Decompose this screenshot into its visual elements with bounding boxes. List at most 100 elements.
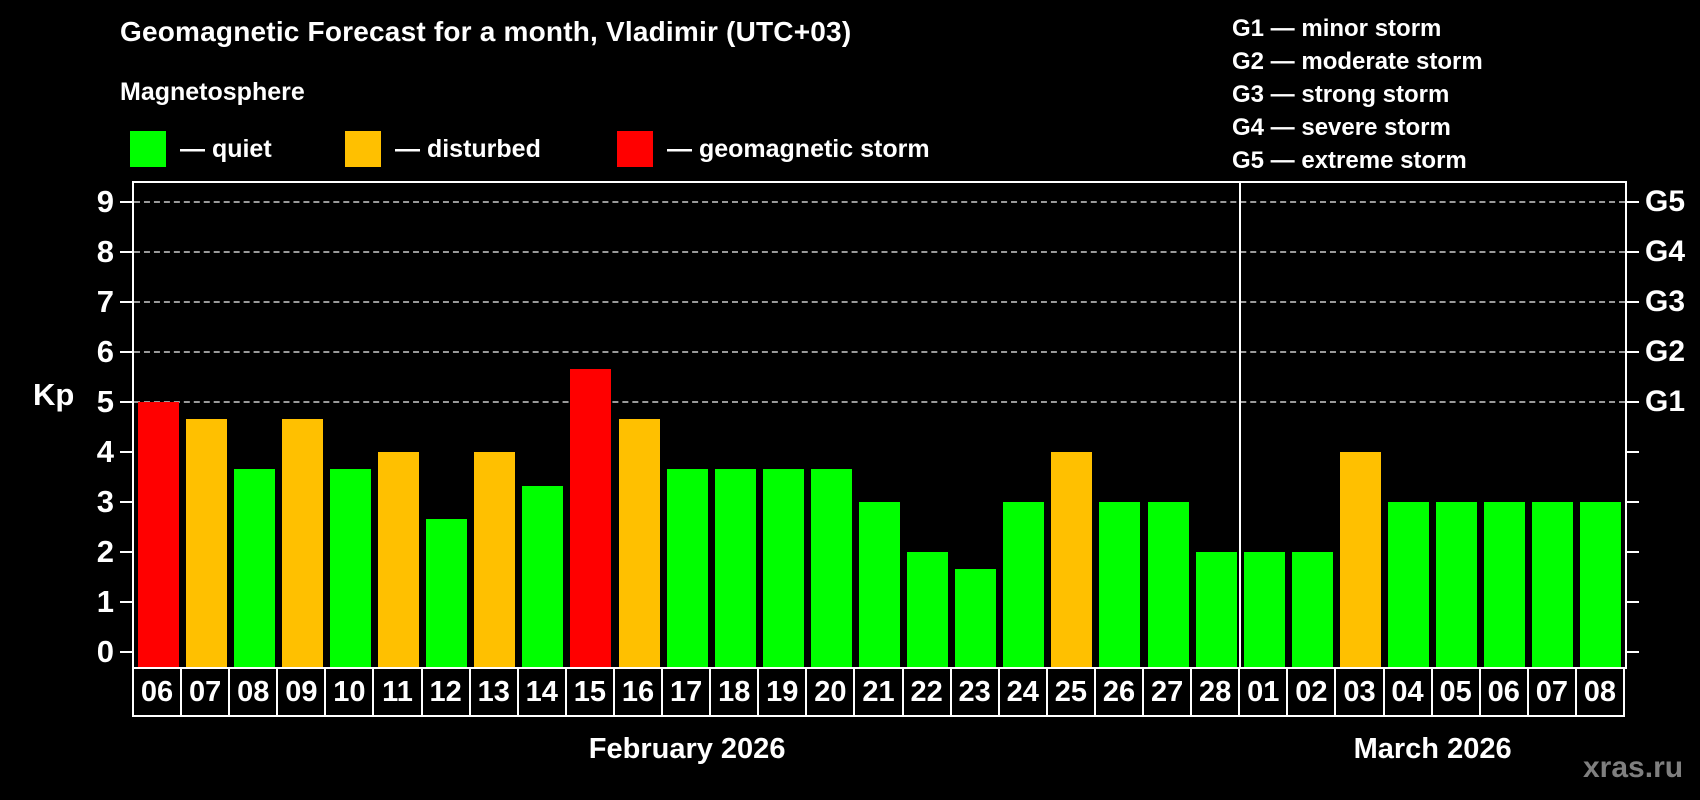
kp-bar-26 <box>1099 502 1141 667</box>
y-tick-label-6: 6 <box>96 334 114 369</box>
kp-bar-20 <box>810 468 852 667</box>
kp-bar-25 <box>1051 452 1093 667</box>
left-tick-8 <box>120 251 132 253</box>
left-tick-7 <box>120 301 132 303</box>
y-tick-label-3: 3 <box>96 484 114 519</box>
day-cell-10: 10 <box>324 667 375 717</box>
day-cell-16: 16 <box>612 667 664 717</box>
day-cell-28: 28 <box>1190 667 1241 717</box>
kp-bar-05 <box>1436 502 1478 667</box>
day-cell-13: 13 <box>468 667 519 717</box>
kp-bar-27 <box>1147 502 1189 667</box>
left-tick-9 <box>120 201 132 203</box>
kp-bar-19 <box>762 468 804 667</box>
kp-bar-02 <box>1291 552 1333 667</box>
legend-item-label: — quiet <box>180 135 272 163</box>
day-cell-11: 11 <box>372 667 423 717</box>
gridline-kp-5 <box>134 401 1625 403</box>
left-tick-3 <box>120 501 132 503</box>
day-cell-08: 08 <box>1574 667 1625 717</box>
month-label-1: March 2026 <box>1353 733 1512 765</box>
left-tick-5 <box>120 401 132 403</box>
gridline-kp-6 <box>134 351 1625 353</box>
day-cell-12: 12 <box>420 667 471 717</box>
kp-bar-14 <box>522 485 564 667</box>
y-tick-label-7: 7 <box>96 284 114 319</box>
kp-bar-28 <box>1195 552 1237 667</box>
kp-bar-22 <box>907 552 949 667</box>
kp-bar-06 <box>1484 502 1526 667</box>
kp-bar-06 <box>137 402 179 667</box>
right-axis-label-g2: G2 <box>1645 335 1686 368</box>
kp-bar-23 <box>955 568 997 667</box>
right-tick-9 <box>1627 201 1639 203</box>
quiet-color-swatch <box>130 131 166 167</box>
gridline-kp-8 <box>134 251 1625 253</box>
storm-scale-line-g1: G1 — minor storm <box>1232 15 1442 42</box>
storm-scale-legend: G1 — minor storm G2 — moderate storm G3 … <box>1232 12 1483 177</box>
day-cell-24: 24 <box>997 667 1048 717</box>
day-cell-17: 17 <box>661 667 712 717</box>
month-separator-line <box>1239 183 1242 667</box>
day-cell-21: 21 <box>853 667 904 717</box>
y-tick-label-2: 2 <box>96 534 114 569</box>
left-tick-6 <box>120 351 132 353</box>
left-tick-1 <box>120 601 132 603</box>
y-tick-label-9: 9 <box>96 184 114 219</box>
y-tick-label-8: 8 <box>96 234 114 269</box>
day-cell-22: 22 <box>901 667 952 717</box>
kp-bar-24 <box>1003 502 1045 667</box>
kp-bar-01 <box>1243 552 1285 667</box>
legend-item-label: — disturbed <box>395 135 541 163</box>
left-tick-0 <box>120 651 132 653</box>
day-cell-04: 04 <box>1382 667 1433 717</box>
storm-scale-line-g5: G5 — extreme storm <box>1232 147 1467 174</box>
day-cell-06: 06 <box>1478 667 1529 717</box>
day-cell-05: 05 <box>1430 667 1481 717</box>
day-cell-14: 14 <box>516 667 567 717</box>
day-cell-06: 06 <box>132 667 183 717</box>
y-tick-label-4: 4 <box>96 434 114 469</box>
day-cell-09: 09 <box>276 667 327 717</box>
right-tick-7 <box>1627 301 1639 303</box>
kp-bar-17 <box>666 468 708 667</box>
day-cell-15: 15 <box>564 667 615 717</box>
day-cell-18: 18 <box>709 667 760 717</box>
legend-item-quiet: — quiet <box>130 130 272 168</box>
right-tick-5 <box>1627 401 1639 403</box>
right-tick-4 <box>1627 451 1639 453</box>
left-tick-4 <box>120 451 132 453</box>
right-axis-label-g3: G3 <box>1645 285 1686 318</box>
gridline-kp-9 <box>134 201 1625 203</box>
legend-item-storm: — geomagnetic storm <box>617 130 930 168</box>
y-axis-label-kp: Kp <box>33 377 75 412</box>
kp-bar-08 <box>233 468 275 667</box>
watermark: xras.ru <box>1583 751 1684 784</box>
right-tick-0 <box>1627 651 1639 653</box>
kp-bar-10 <box>329 468 371 667</box>
right-tick-2 <box>1627 551 1639 553</box>
right-tick-6 <box>1627 351 1639 353</box>
storm-scale-line-g4: G4 — severe storm <box>1232 114 1451 141</box>
y-tick-label-0: 0 <box>96 634 114 669</box>
day-cell-25: 25 <box>1045 667 1096 717</box>
day-cell-23: 23 <box>949 667 1000 717</box>
storm-scale-line-g3: G3 — strong storm <box>1232 81 1450 108</box>
y-tick-label-1: 1 <box>96 584 114 619</box>
kp-bar-12 <box>426 518 468 667</box>
gridline-kp-7 <box>134 301 1625 303</box>
kp-bar-03 <box>1339 452 1381 667</box>
day-cell-19: 19 <box>757 667 808 717</box>
day-cell-02: 02 <box>1286 667 1337 717</box>
disturbed-color-swatch <box>345 131 381 167</box>
kp-bar-08 <box>1580 502 1622 667</box>
day-cell-01: 01 <box>1238 667 1289 717</box>
day-cell-03: 03 <box>1334 667 1385 717</box>
right-tick-8 <box>1627 251 1639 253</box>
plot-area <box>132 181 1627 669</box>
kp-bar-07 <box>1532 502 1574 667</box>
right-axis-label-g1: G1 <box>1645 385 1686 418</box>
day-cell-07: 07 <box>1526 667 1577 717</box>
day-cell-27: 27 <box>1142 667 1193 717</box>
kp-bar-13 <box>474 452 516 667</box>
